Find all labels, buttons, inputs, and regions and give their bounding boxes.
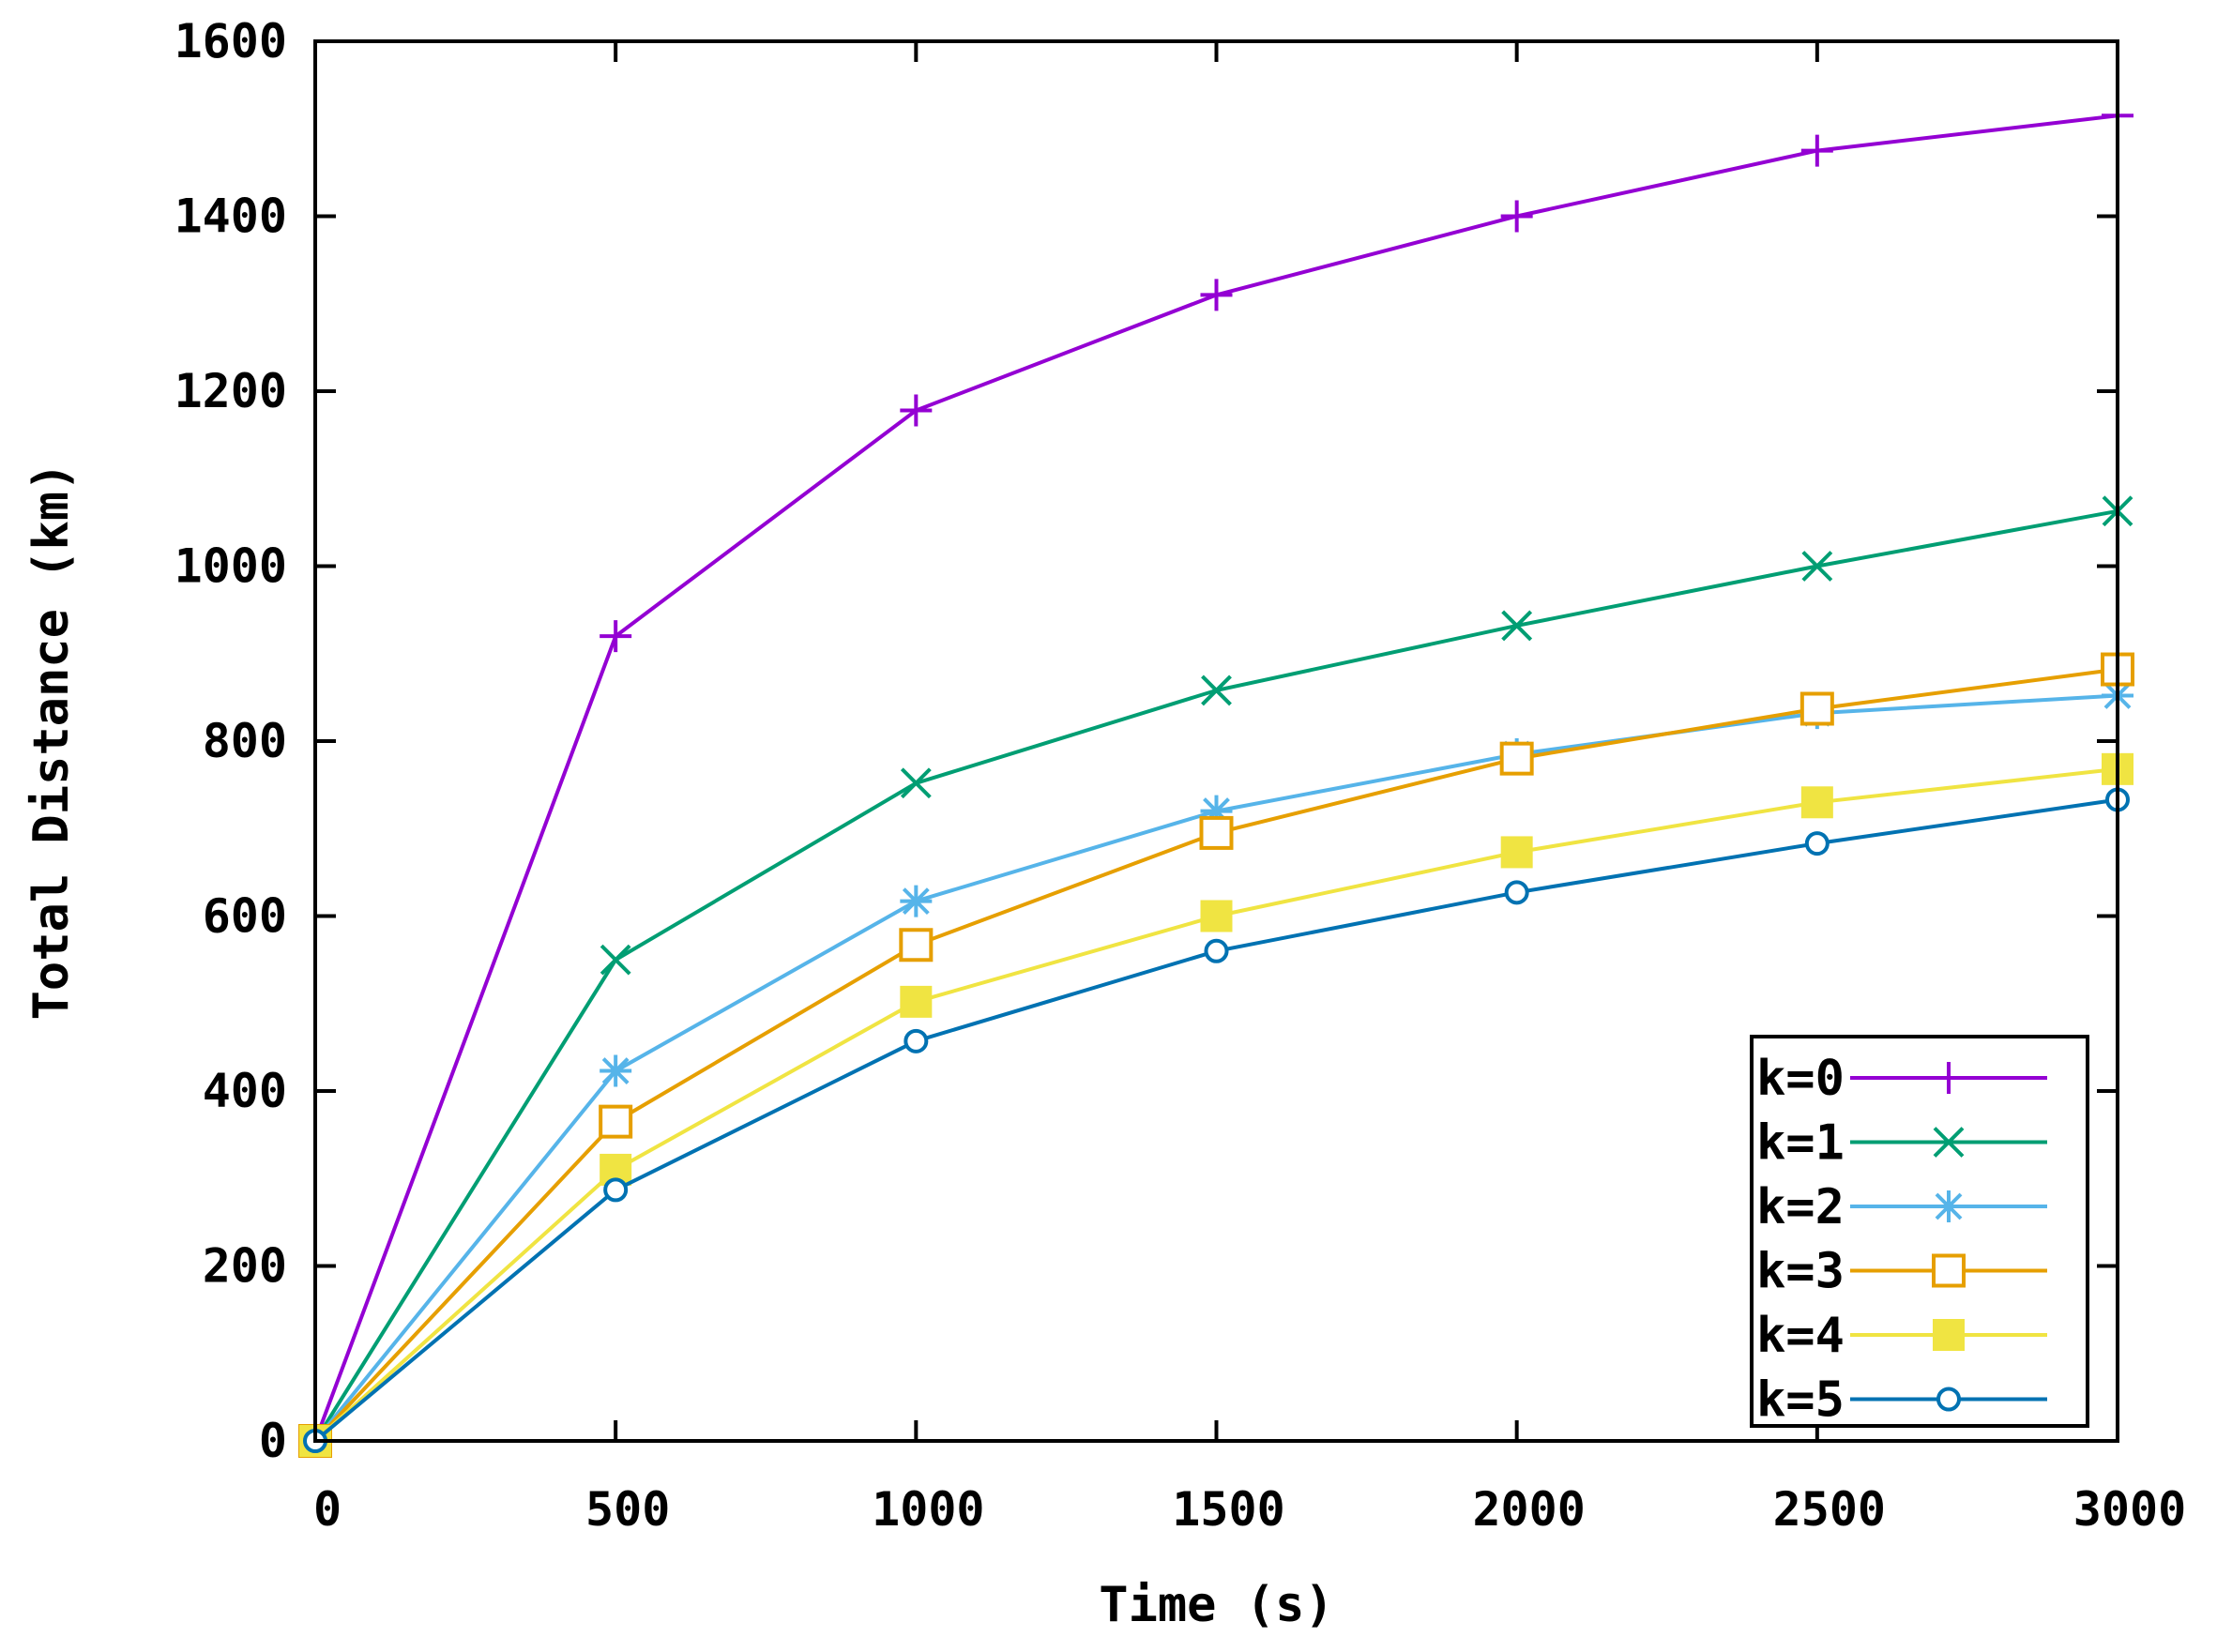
data-point — [1204, 938, 1229, 963]
data-point — [1500, 200, 1533, 233]
data-point — [1501, 610, 1533, 642]
x-tick-label: 2500 — [1773, 1482, 1886, 1537]
legend-label: k=0 — [1756, 1051, 1845, 1107]
axis-tick-labels: 0 200 400 600 800 1000 1200 1400 1600 0 500 1000 150… — [175, 14, 2187, 1537]
data-point — [1199, 815, 1234, 850]
data-point — [1200, 900, 1233, 932]
legend: k=0 k=1 k=2 k=3 k=4 k=5 — [1750, 1035, 2089, 1429]
y-tick-label: 0 — [259, 1414, 287, 1468]
data-point — [1499, 741, 1534, 776]
legend-label: k=5 — [1756, 1372, 1845, 1429]
y-tick-label: 400 — [203, 1064, 287, 1118]
data-point — [1200, 795, 1233, 827]
legend-entry: k=3 — [1756, 1244, 2047, 1300]
legend-marker — [1933, 1319, 1965, 1351]
data-point — [600, 620, 632, 653]
data-point — [1799, 691, 1834, 726]
y-axis-title: Total Distance (km) — [23, 462, 80, 1021]
x-axis-title: Time (s) — [1099, 1577, 1333, 1633]
y-tick-label: 1400 — [175, 189, 287, 244]
legend-entry: k=0 — [1756, 1051, 2047, 1107]
y-tick-label: 600 — [203, 889, 287, 944]
y-tick-label: 1000 — [175, 539, 287, 594]
legend-marker — [1932, 1253, 1966, 1288]
legend-box — [1750, 1035, 2089, 1428]
legend-entry: k=4 — [1756, 1308, 2047, 1364]
legend-label: k=3 — [1756, 1244, 1845, 1300]
legend-marker — [1933, 1190, 1965, 1222]
y-tick-label: 200 — [203, 1239, 287, 1294]
data-point — [900, 885, 933, 917]
data-point — [904, 1028, 929, 1053]
data-point — [1500, 836, 1533, 869]
x-tick-label: 2000 — [1472, 1482, 1585, 1537]
axis-ticks — [313, 39, 2119, 1443]
x-tick-label: 3000 — [2073, 1482, 2186, 1537]
x-tick-label: 1000 — [872, 1482, 984, 1537]
x-tick-label: 500 — [585, 1482, 670, 1537]
data-point — [1800, 786, 1833, 819]
data-point — [899, 928, 934, 962]
data-point — [1201, 674, 1232, 706]
legend-entry: k=2 — [1756, 1179, 2047, 1235]
legend-marker — [1936, 1387, 1961, 1412]
legend-entry: k=1 — [1756, 1115, 2047, 1172]
data-point — [1801, 551, 1833, 582]
legend-marker — [1933, 1062, 1965, 1094]
data-point — [600, 1054, 632, 1087]
x-tick-label: 1500 — [1172, 1482, 1284, 1537]
data-point — [900, 985, 933, 1018]
legend-label: k=2 — [1756, 1179, 1845, 1235]
y-tick-label: 1200 — [175, 364, 287, 418]
data-point — [599, 1104, 633, 1139]
legend-entry: k=5 — [1756, 1372, 2047, 1429]
data-point — [1504, 880, 1529, 905]
legend-marker — [1933, 1127, 1965, 1158]
x-tick-label: 0 — [313, 1482, 342, 1537]
legend-label: k=1 — [1756, 1115, 1845, 1172]
data-point — [1200, 279, 1233, 311]
legend-label: k=4 — [1756, 1308, 1845, 1364]
series-layer — [298, 99, 2134, 1458]
data-point — [603, 1177, 629, 1203]
data-point — [900, 767, 932, 799]
data-point — [1804, 831, 1830, 856]
data-point — [1800, 134, 1833, 167]
data-point — [900, 394, 933, 427]
data-point — [600, 944, 631, 976]
y-tick-label: 800 — [203, 714, 287, 768]
y-tick-label: 1600 — [175, 14, 287, 68]
